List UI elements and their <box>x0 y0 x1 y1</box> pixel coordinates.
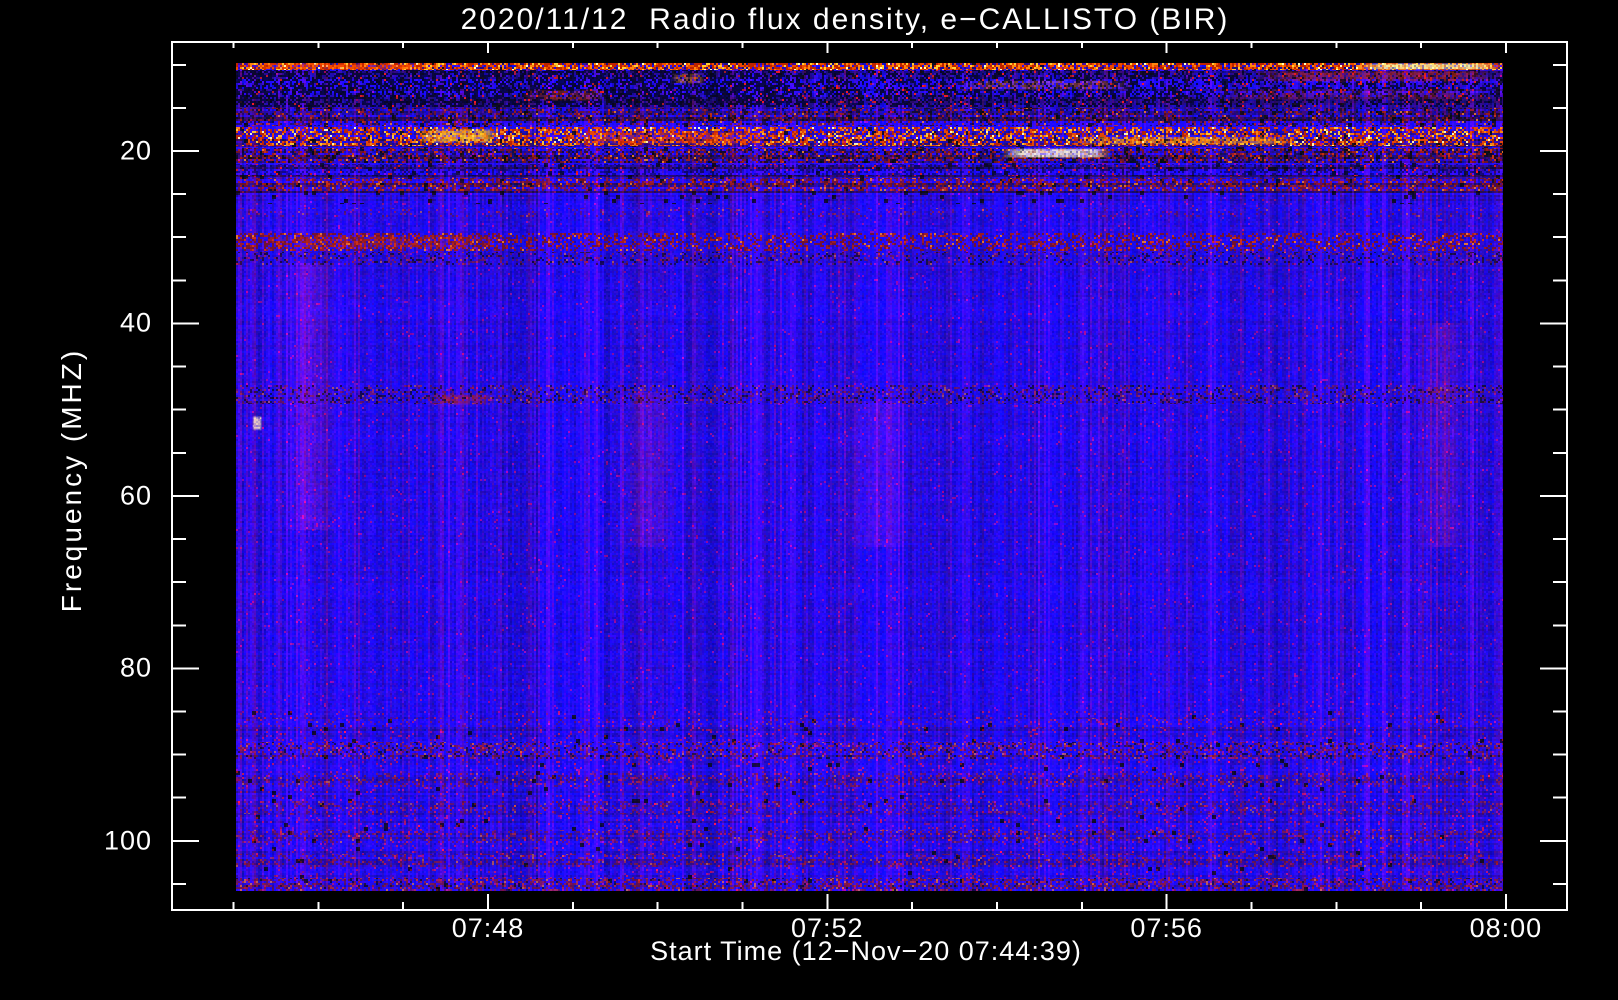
y-tick-label: 60 <box>119 480 152 511</box>
y-tick-label: 80 <box>119 652 152 683</box>
y-tick-label: 20 <box>119 135 152 166</box>
x-tick-label: 07:52 <box>791 913 864 943</box>
plot-frame <box>171 41 1568 911</box>
x-tick-label: 07:56 <box>1130 913 1203 943</box>
y-tick-label: 40 <box>119 307 152 338</box>
chart-title: 2020/11/12 Radio flux density, e−CALLIST… <box>460 3 1230 36</box>
x-tick-label: 07:48 <box>451 913 525 943</box>
x-tick-label: 08:00 <box>1469 913 1543 943</box>
x-axis-label: Start Time (12−Nov−20 07:44:39) <box>650 936 1082 966</box>
y-tick-label: 100 <box>103 825 152 856</box>
spectrogram-canvas <box>236 63 1503 891</box>
